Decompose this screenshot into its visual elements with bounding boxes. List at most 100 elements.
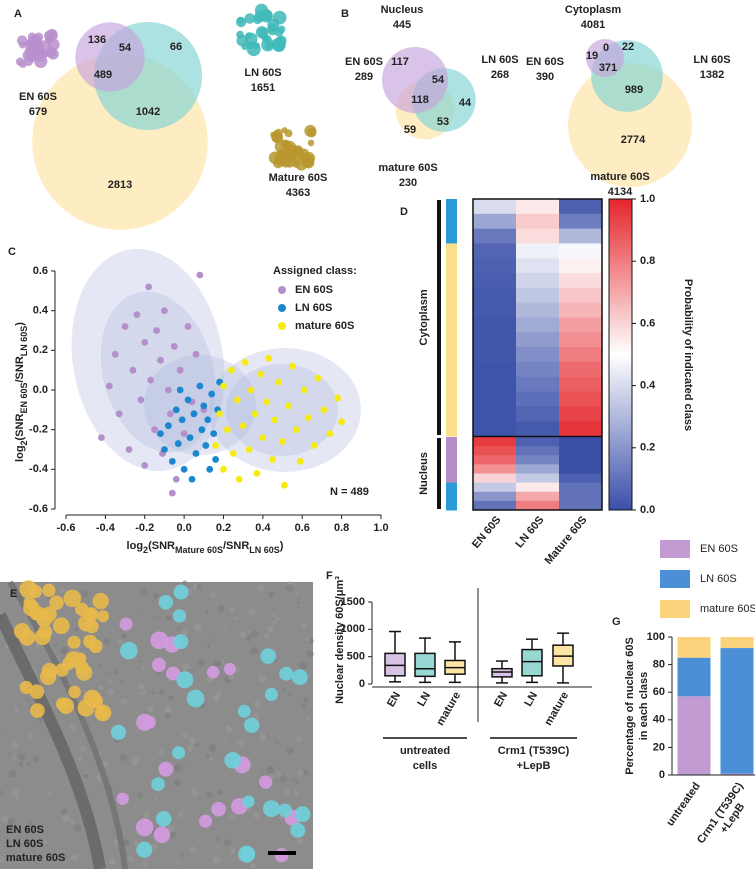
point: [271, 416, 279, 424]
point: [176, 366, 184, 374]
texture: [217, 789, 223, 796]
set-total: 289: [355, 71, 373, 83]
heatmap-cell: [473, 437, 517, 447]
heatmap-cell: [516, 347, 560, 363]
point: [115, 410, 123, 418]
point: [289, 362, 296, 370]
point: [275, 378, 283, 386]
region-count: 53: [437, 116, 449, 128]
set-total: 4363: [286, 187, 310, 199]
texture: [235, 667, 241, 673]
x-axis-title: log2(SNRMature 60S/SNRLN 60S): [127, 540, 284, 555]
ribosome-icon: [235, 3, 287, 57]
point: [164, 422, 172, 430]
particle: [166, 666, 181, 681]
texture: [301, 623, 307, 629]
texture: [210, 638, 213, 641]
colorbar-tick-label: 0.2: [640, 442, 655, 454]
region-count: 2813: [108, 179, 132, 191]
heatmap-cell: [559, 228, 603, 244]
set-name: LN 60S: [481, 54, 518, 66]
texture: [11, 741, 19, 749]
heatmap-cell: [473, 228, 517, 244]
y-tick-label: 0: [659, 769, 665, 781]
texture: [26, 699, 30, 702]
texture: [248, 608, 256, 616]
ribosome-lobe: [274, 128, 283, 137]
label-part: Mature 60S: [175, 545, 223, 555]
texture: [192, 787, 196, 791]
particle: [19, 680, 33, 695]
texture: [177, 626, 181, 630]
particle: [186, 689, 205, 708]
texture: [250, 862, 256, 869]
particle: [42, 583, 56, 597]
particle: [151, 777, 165, 792]
heatmap-cell: [516, 332, 560, 348]
ribosome-icon: [268, 124, 317, 171]
heatmap-cell: [559, 500, 603, 511]
texture: [98, 684, 104, 691]
class-bar: [446, 421, 457, 437]
particle: [242, 795, 255, 808]
class-bar: [446, 332, 457, 348]
texture: [262, 758, 266, 762]
point: [192, 350, 200, 358]
heatmap-cell: [559, 491, 603, 502]
ribosome-lobe: [284, 129, 293, 138]
label-part: (SNR: [148, 540, 175, 552]
texture: [258, 674, 267, 683]
texture: [256, 584, 265, 592]
particle: [211, 801, 226, 817]
point: [164, 386, 172, 394]
particle: [274, 848, 289, 863]
point: [157, 356, 164, 364]
texture: [152, 843, 159, 850]
point: [253, 469, 261, 477]
category-label: untreated: [664, 781, 703, 829]
region-count: 136: [88, 34, 106, 46]
heatmap-cell: [559, 273, 603, 289]
region-count: 54: [119, 42, 132, 54]
bar-segment: [677, 637, 711, 658]
heatmap-cell: [516, 482, 560, 493]
set-total: 1651: [251, 82, 275, 94]
particle: [143, 715, 156, 729]
point: [180, 430, 188, 438]
label-part: /SNR: [223, 540, 249, 552]
texture: [154, 797, 158, 800]
point: [247, 386, 255, 394]
point: [161, 446, 168, 453]
venn-total: 445: [393, 19, 411, 31]
set-name: LN 60S: [244, 67, 281, 79]
particle: [173, 584, 189, 600]
heatmap-cell: [559, 347, 603, 363]
heatmap-cell: [516, 446, 560, 456]
point: [168, 458, 176, 465]
set-name: mature 60S: [590, 171, 649, 183]
class-bar: [446, 287, 457, 304]
texture: [182, 662, 190, 671]
point: [172, 475, 180, 483]
point: [233, 396, 241, 404]
point: [227, 366, 235, 374]
panel-label: F: [326, 570, 333, 582]
set-total: 1382: [700, 69, 724, 81]
ribosome-lobe: [279, 155, 292, 168]
texture: [131, 757, 139, 765]
point: [285, 402, 292, 410]
texture: [168, 695, 174, 701]
y-tick-label: -0.6: [29, 503, 48, 515]
heatmap-cell: [559, 258, 603, 274]
point: [180, 465, 188, 473]
texture: [275, 771, 282, 778]
texture: [212, 695, 220, 703]
particle: [83, 689, 101, 708]
region-count: 118: [411, 94, 429, 106]
texture: [193, 623, 202, 631]
point: [326, 430, 334, 438]
class-bar: [446, 317, 457, 333]
particle: [150, 631, 169, 650]
heatmap-frame: [472, 198, 603, 511]
x-tick-label: -0.6: [57, 522, 76, 534]
